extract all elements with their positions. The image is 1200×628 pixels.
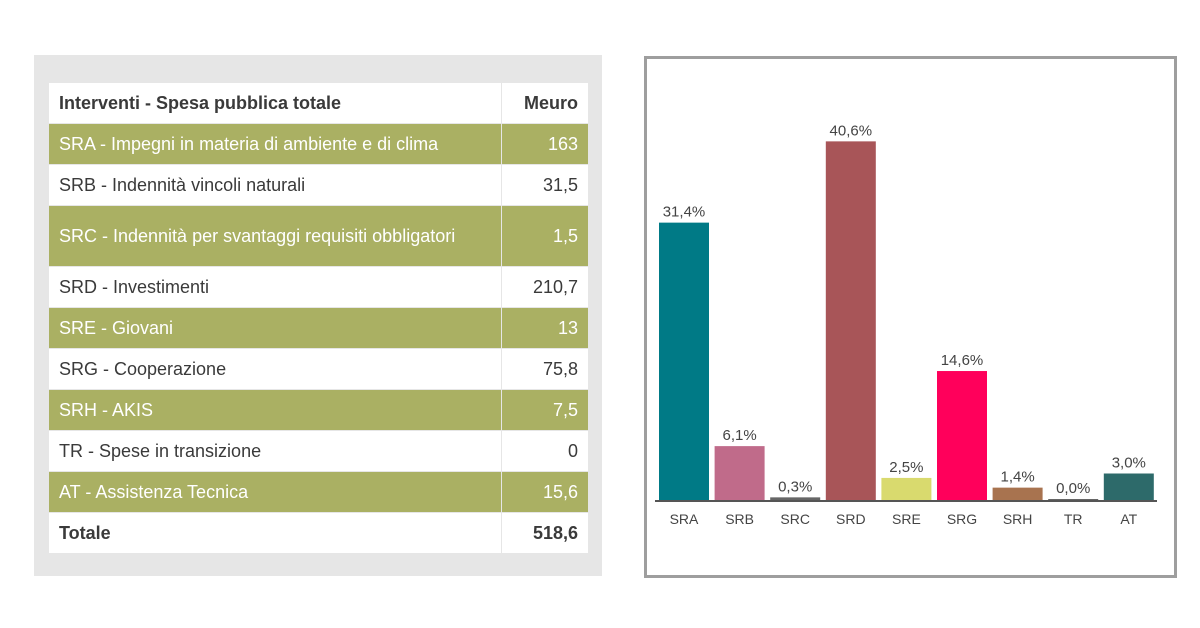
table-header-row: Interventi - Spesa pubblica totale Meuro: [48, 82, 589, 124]
table-total-row: Totale 518,6: [48, 512, 589, 554]
category-label-srh: SRH: [1003, 511, 1033, 527]
bar-sra: [659, 222, 709, 500]
header-label: Interventi - Spesa pubblica totale: [48, 82, 502, 124]
table-row: SRE - Giovani 13: [48, 307, 589, 349]
bar-srh: [992, 487, 1043, 500]
table-row: SRD - Investimenti 210,7: [48, 266, 589, 308]
row-label: SRH - AKIS: [48, 389, 502, 431]
category-label-srb: SRB: [725, 511, 754, 527]
category-label-sre: SRE: [892, 511, 921, 527]
row-value: 7,5: [501, 389, 589, 431]
category-label-at: AT: [1120, 511, 1137, 527]
bar-src: [770, 497, 821, 500]
row-label: SRD - Investimenti: [48, 266, 502, 308]
value-label-srb: 6,1%: [722, 427, 756, 444]
row-label: SRB - Indennità vincoli naturali: [48, 164, 502, 206]
row-value: 13: [501, 307, 589, 349]
bar-srb: [714, 446, 765, 500]
value-label-sre: 2,5%: [889, 459, 923, 476]
value-label-sra: 31,4%: [663, 204, 706, 221]
row-value: 15,6: [501, 471, 589, 513]
value-label-src: 0,3%: [778, 478, 812, 495]
total-label: Totale: [48, 512, 502, 554]
row-label: AT - Assistenza Tecnica: [48, 471, 502, 513]
table-row: TR - Spese in transizione 0: [48, 430, 589, 472]
chart-frame: 31,4% SRA 6,1% SRB 0,3% SRC 40,6% SRD 2,5% SRE 14,…: [644, 56, 1177, 578]
category-label-srg: SRG: [947, 511, 977, 527]
row-value: 210,7: [501, 266, 589, 308]
bar-srg: [937, 371, 987, 500]
value-label-srd: 40,6%: [830, 122, 873, 139]
row-label: SRG - Cooperazione: [48, 348, 502, 390]
row-value: 0: [501, 430, 589, 472]
category-label-sra: SRA: [670, 511, 699, 527]
spending-table: Interventi - Spesa pubblica totale Meuro…: [48, 82, 589, 554]
category-label-srd: SRD: [836, 511, 866, 527]
row-label: SRE - Giovani: [48, 307, 502, 349]
row-label: SRA - Impegni in materia di ambiente e d…: [48, 123, 502, 165]
table-row: SRC - Indennità per svantaggi requisiti …: [48, 205, 589, 267]
category-label-src: SRC: [780, 511, 810, 527]
table-row: SRB - Indennità vincoli naturali 31,5: [48, 164, 589, 206]
value-label-tr: 0,0%: [1056, 480, 1090, 497]
row-value: 31,5: [501, 164, 589, 206]
table-row: AT - Assistenza Tecnica 15,6: [48, 471, 589, 513]
bar-srd: [825, 141, 876, 500]
table-row: SRH - AKIS 7,5: [48, 389, 589, 431]
table-row: SRG - Cooperazione 75,8: [48, 348, 589, 390]
value-label-srg: 14,6%: [941, 352, 984, 369]
row-label: SRC - Indennità per svantaggi requisiti …: [48, 205, 502, 267]
bar-sre: [881, 477, 932, 500]
row-value: 163: [501, 123, 589, 165]
row-value: 1,5: [501, 205, 589, 267]
row-value: 75,8: [501, 348, 589, 390]
value-label-at: 3,0%: [1112, 455, 1146, 472]
row-label: TR - Spese in transizione: [48, 430, 502, 472]
table-panel: Interventi - Spesa pubblica totale Meuro…: [34, 55, 602, 576]
bar-at: [1103, 473, 1154, 500]
header-value: Meuro: [501, 82, 589, 124]
total-value: 518,6: [501, 512, 589, 554]
table-row: SRA - Impegni in materia di ambiente e d…: [48, 123, 589, 165]
bar-chart: 31,4% SRA 6,1% SRB 0,3% SRC 40,6% SRD 2,5% SRE 14,…: [655, 122, 1157, 527]
category-label-tr: TR: [1064, 511, 1083, 527]
value-label-srh: 1,4%: [1000, 469, 1034, 486]
bar-tr: [1048, 499, 1099, 500]
